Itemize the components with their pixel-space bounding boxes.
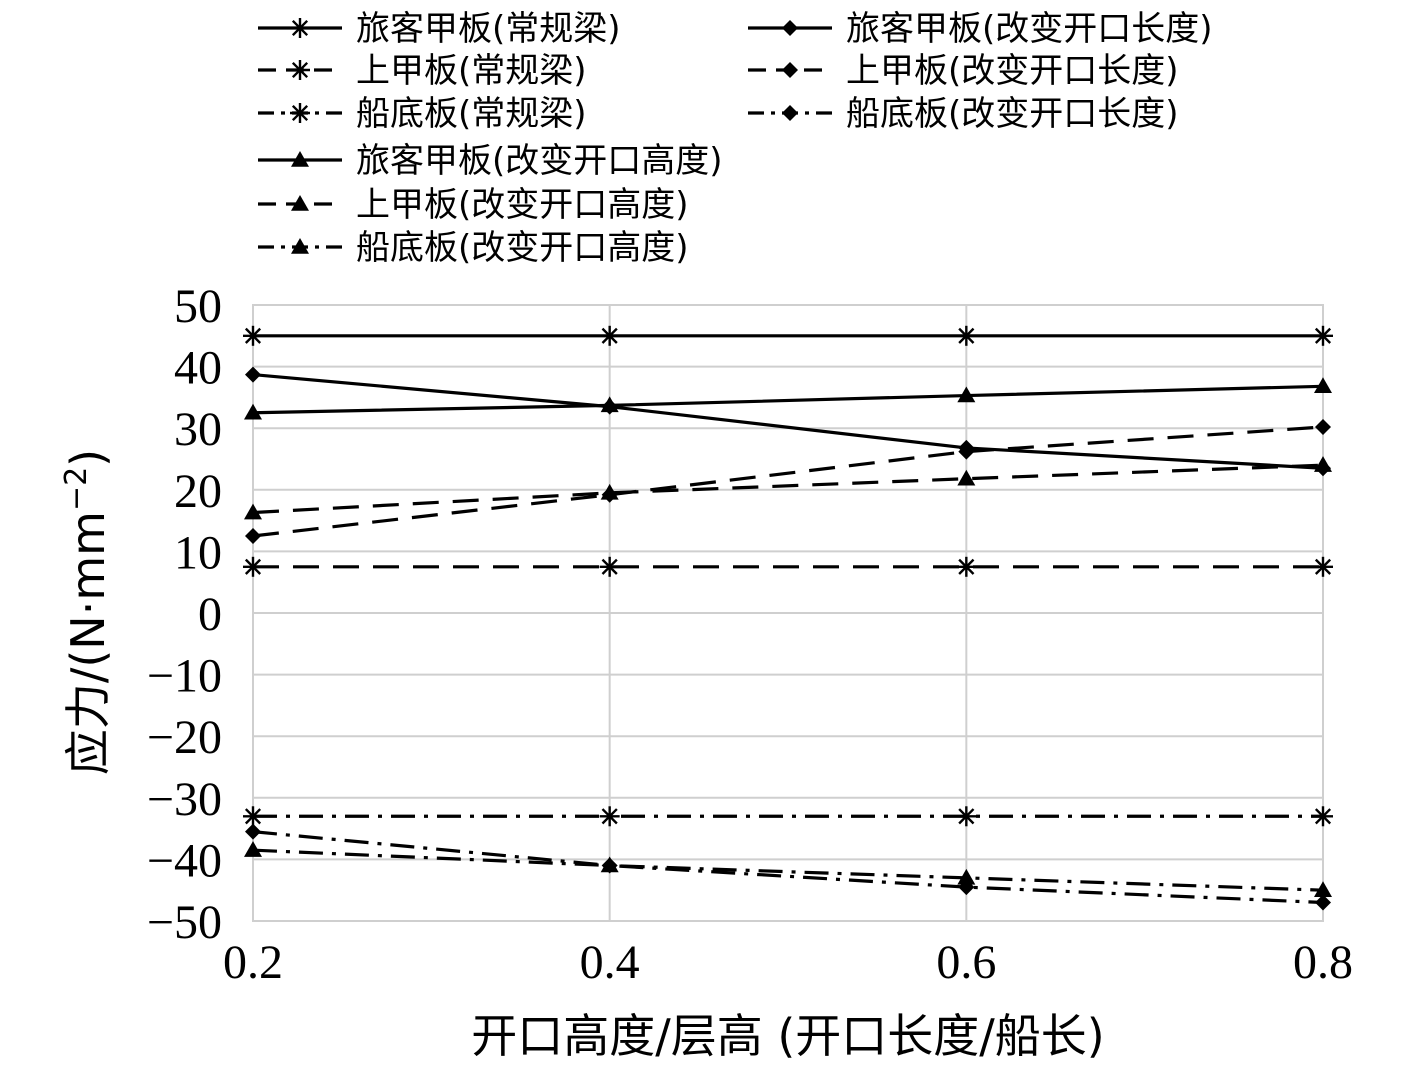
series-line (252, 373, 1324, 470)
series-1 (245, 366, 1331, 477)
data-point (957, 469, 976, 486)
legend-entry: 上甲板(改变开口长度) (748, 51, 1179, 91)
data-point (245, 366, 261, 383)
legend-entry: 旅客甲板(改变开口长度) (748, 9, 1213, 49)
legend-entry: 旅客甲板(改变开口高度) (258, 141, 723, 181)
series-4 (243, 806, 1333, 827)
y-axis-title-superscript: −2 (59, 467, 94, 511)
data-point (1314, 377, 1332, 394)
y-tick-label: −10 (147, 650, 222, 703)
legend-marker (291, 195, 309, 211)
data-point (956, 556, 977, 577)
data-point (1315, 418, 1331, 435)
data-point (1315, 894, 1331, 911)
legend-marker (290, 18, 310, 38)
data-point (244, 403, 262, 420)
legend-entry: 上甲板(常规梁) (258, 51, 587, 91)
legend-label: 旅客甲板(改变开口高度) (356, 141, 723, 181)
series-line (252, 848, 1324, 892)
data-point (956, 806, 977, 827)
series-line (252, 425, 1324, 538)
legend-label: 船底板(改变开口长度) (846, 94, 1179, 134)
legend-label: 旅客甲板(常规梁) (356, 9, 621, 49)
data-point (600, 856, 619, 873)
y-tick-label: −20 (147, 711, 222, 764)
y-tick-label: −40 (147, 834, 222, 887)
legend-marker (782, 20, 798, 36)
data-point (958, 443, 975, 460)
legend-label: 上甲板(改变开口高度) (356, 185, 689, 225)
legend-marker (290, 103, 310, 123)
y-tick-label: 10 (174, 526, 222, 579)
x-tick-label: 0.2 (223, 936, 283, 989)
x-axis-title: 开口高度/层高 (开口长度/船长) (471, 1009, 1105, 1063)
data-point (1314, 881, 1332, 897)
x-tick-label: 0.6 (936, 936, 996, 989)
data-point (599, 325, 620, 346)
legend-marker (291, 238, 309, 254)
legend-label: 上甲板(常规梁) (356, 51, 587, 91)
series-6 (244, 377, 1332, 420)
y-tick-label: 20 (174, 465, 222, 518)
series-2 (243, 556, 1333, 577)
legend-entry: 船底板(改变开口高度) (258, 228, 689, 268)
data-point (600, 483, 619, 500)
legend-label: 旅客甲板(改变开口长度) (846, 9, 1213, 49)
x-axis-ticks: 0.2 0.4 0.6 0.8 (223, 936, 1353, 989)
series-line (252, 830, 1324, 905)
data-point (1313, 325, 1333, 346)
data-point (956, 325, 977, 346)
legend-marker (782, 105, 798, 121)
chart-series (243, 325, 1333, 911)
legend-label: 船底板(改变开口高度) (356, 228, 689, 268)
data-point (1313, 806, 1333, 827)
data-point (600, 396, 619, 413)
y-axis-ticks: 50 40 30 20 10 0 −10 −20 −30 −40 −50 (147, 280, 222, 949)
data-point (243, 556, 263, 577)
legend-entry: 船底板(常规梁) (258, 94, 587, 134)
y-tick-label: −50 (147, 896, 222, 949)
data-point (245, 823, 261, 840)
data-point (244, 503, 262, 520)
data-point (245, 528, 261, 544)
series-3 (245, 418, 1331, 544)
series-line (252, 463, 1324, 515)
data-point (244, 841, 262, 857)
x-tick-label: 0.4 (580, 936, 640, 989)
y-tick-label: 0 (198, 588, 222, 641)
chart-grid (252, 304, 1324, 922)
data-point (1313, 556, 1333, 577)
data-point (243, 325, 263, 346)
y-tick-label: −30 (147, 773, 222, 826)
y-axis-title-close: ) (61, 449, 115, 467)
y-tick-label: 50 (174, 280, 222, 333)
x-tick-label: 0.8 (1293, 936, 1353, 989)
legend-marker (782, 62, 798, 78)
y-tick-label: 40 (174, 342, 222, 395)
y-axis-title: 应力/(N·mm−2) (59, 449, 115, 775)
series-5 (245, 823, 1331, 911)
legend-label: 船底板(常规梁) (356, 94, 587, 134)
legend-marker (290, 60, 310, 80)
series-0 (243, 325, 1333, 346)
y-axis-title-main: 应力/(N·mm (61, 511, 115, 775)
series-line (252, 384, 1324, 415)
data-point (599, 806, 620, 827)
plot-frame (252, 304, 1324, 922)
data-point (243, 806, 263, 827)
legend-marker (291, 151, 309, 167)
data-point (1314, 456, 1332, 472)
data-point (957, 386, 976, 403)
data-point (957, 868, 976, 885)
series-8 (244, 841, 1332, 897)
legend-entry: 上甲板(改变开口高度) (258, 185, 689, 225)
chart-legend: 旅客甲板(常规梁) 旅客甲板(改变开口长度) 上甲板(常规梁) 上甲板(改变开口长度)… (258, 9, 1213, 268)
legend-entry: 旅客甲板(常规梁) (258, 9, 621, 49)
y-tick-label: 30 (174, 403, 222, 456)
series-7 (244, 456, 1332, 520)
legend-entry: 船底板(改变开口长度) (748, 94, 1179, 134)
legend-label: 上甲板(改变开口长度) (846, 51, 1179, 91)
data-point (599, 556, 620, 577)
